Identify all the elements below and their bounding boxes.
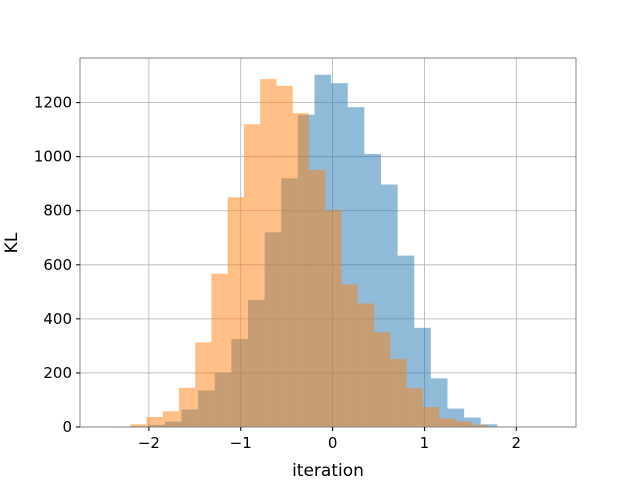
- histogram-bar-series-2: [146, 416, 163, 427]
- histogram-bar-series-2: [455, 421, 472, 427]
- histogram-bars: [113, 74, 521, 428]
- y-tick-label: 800: [43, 202, 72, 220]
- y-tick-label: 0: [62, 418, 72, 436]
- histogram-bar-series-2: [308, 169, 326, 427]
- histogram-bar-series-2: [357, 303, 375, 427]
- histogram-bar-series-2: [178, 387, 196, 427]
- histogram-bar-series-2: [243, 124, 261, 427]
- x-axis-label: iteration: [292, 461, 364, 480]
- histogram-bar-series-2: [162, 411, 179, 427]
- x-tick-label: 1: [420, 434, 430, 452]
- histogram-bar-series-2: [325, 210, 342, 427]
- y-tick-label: 600: [43, 256, 72, 274]
- histogram-bar-series-2: [471, 424, 488, 427]
- y-tick-label: 1200: [34, 94, 72, 112]
- histogram-bar-series-2: [195, 342, 212, 427]
- plot-frame: [79, 57, 577, 428]
- histogram-bar-series-2: [276, 85, 293, 427]
- histogram-bar-series-2: [374, 332, 391, 427]
- histogram-bar-series-2: [292, 113, 309, 428]
- histogram-bar-series-1: [464, 417, 481, 427]
- histogram-bar-series-2: [422, 406, 440, 427]
- histogram-bar-series-2: [227, 197, 244, 427]
- x-tick-label: −2: [138, 434, 160, 452]
- histogram-bar-series-1: [480, 424, 498, 427]
- histogram-bar-series-2: [260, 79, 277, 427]
- y-tick-label: 400: [43, 310, 72, 328]
- y-axis-label: KL: [2, 232, 22, 253]
- y-tick-label: 200: [43, 364, 72, 382]
- histogram-bar-series-2: [130, 424, 147, 427]
- histogram-bar-series-2: [390, 358, 407, 427]
- histogram-bar-series-2: [439, 418, 456, 427]
- histogram-bar-series-2: [341, 284, 358, 427]
- y-tick-label: 1000: [34, 148, 72, 166]
- x-tick-label: 0: [328, 434, 338, 452]
- x-tick-label: 2: [512, 434, 522, 452]
- x-tick-label: −1: [230, 434, 252, 452]
- histogram-bar-series-2: [406, 388, 423, 427]
- axes: −2 −1 0 1 2 0 200 400 600 800 1000 1200: [34, 57, 577, 452]
- histogram-bar-series-2: [211, 273, 228, 427]
